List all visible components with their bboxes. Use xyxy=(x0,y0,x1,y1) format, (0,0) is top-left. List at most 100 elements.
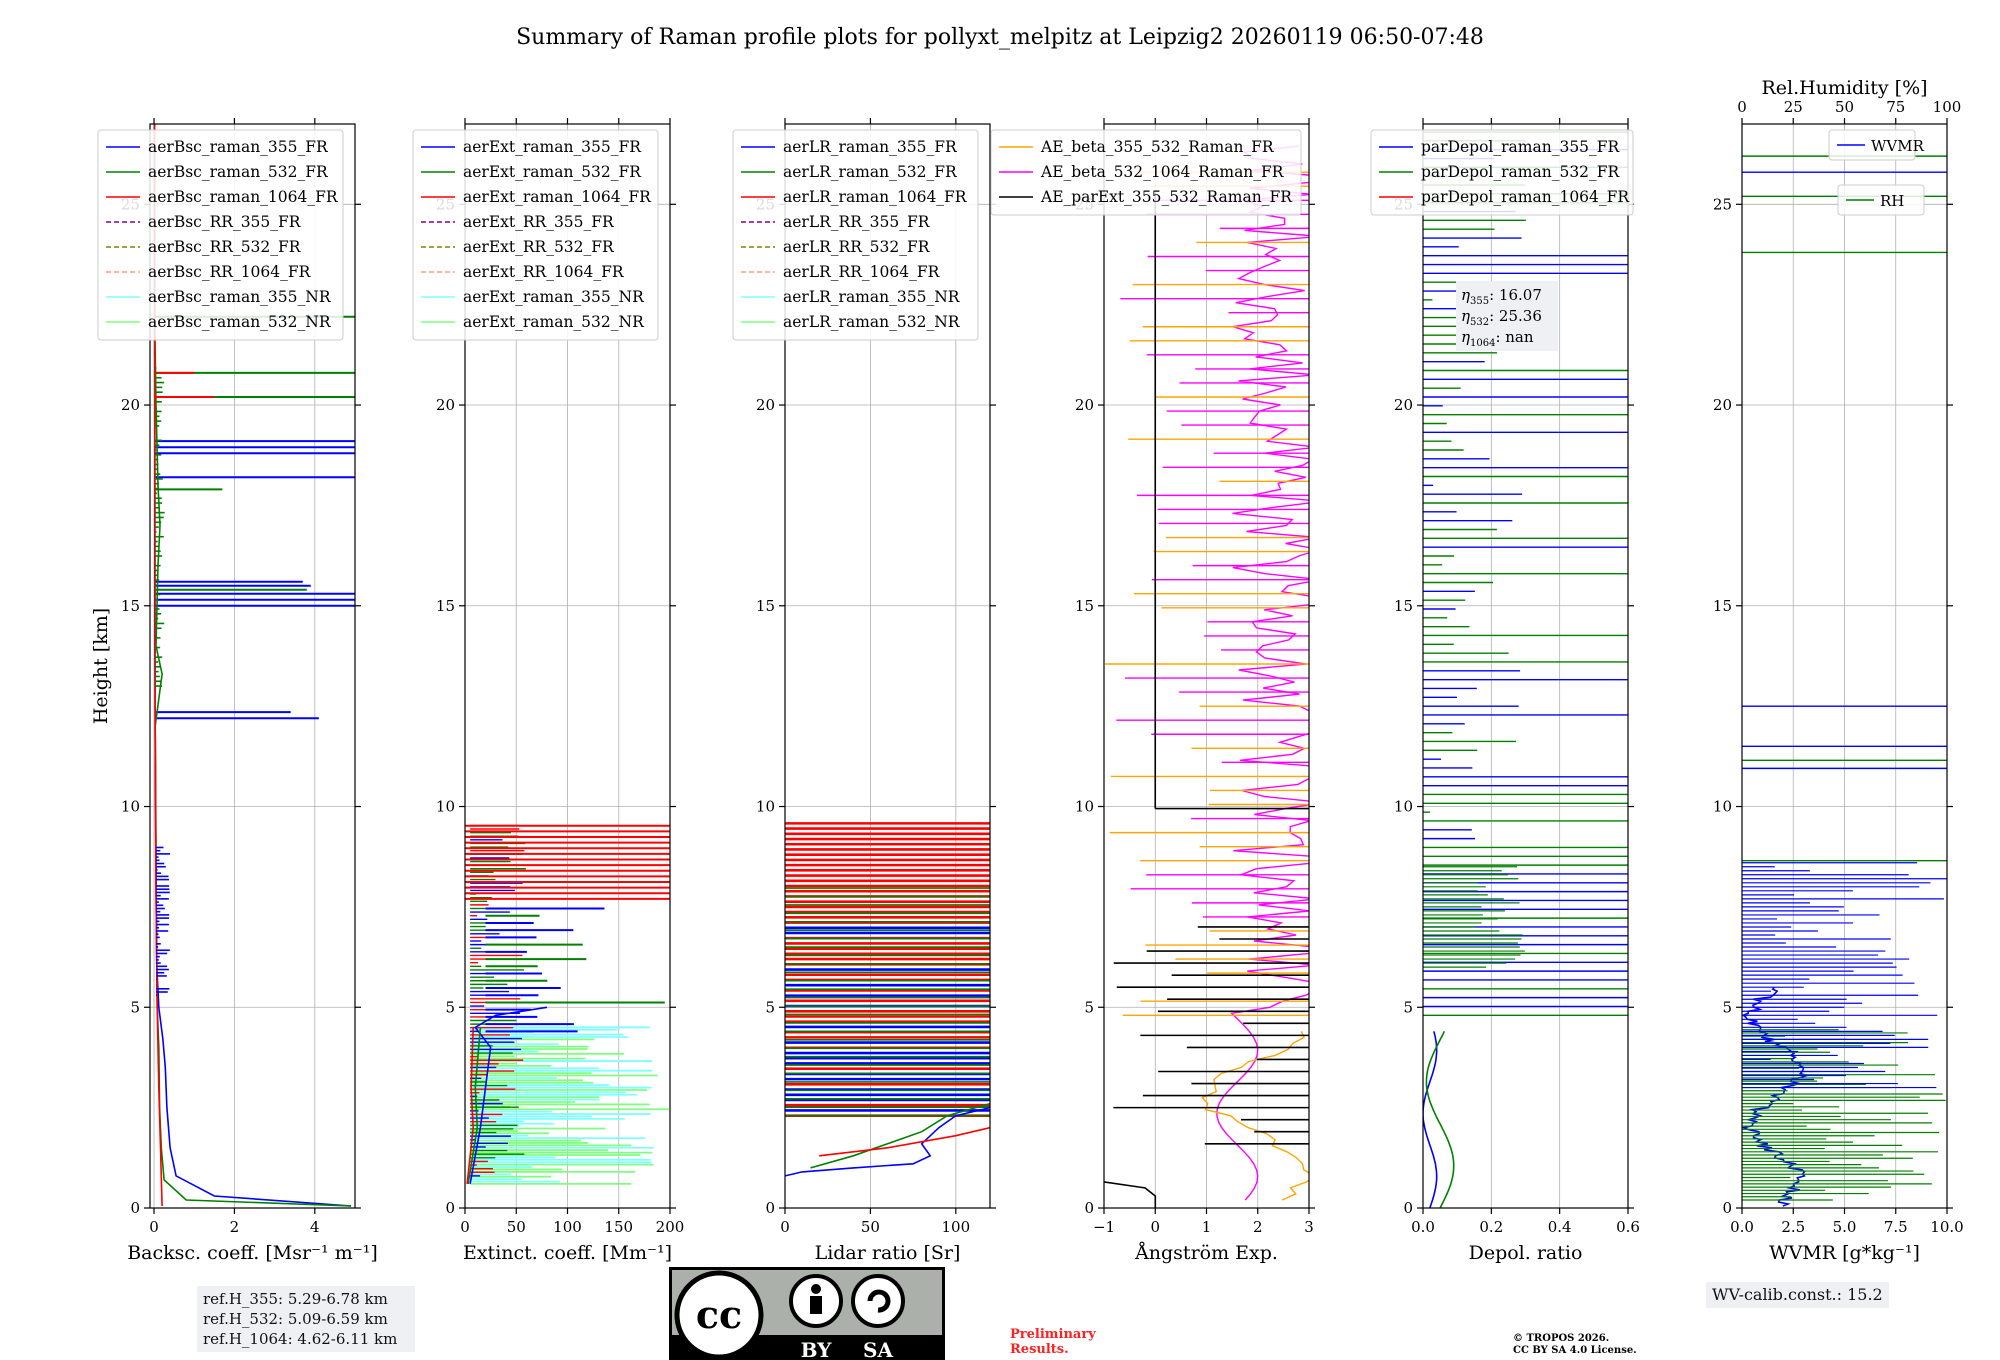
y-tick-label: 10 xyxy=(121,798,140,816)
legend-label: aerLR_raman_532_FR xyxy=(783,163,958,181)
legend-label: aerBsc_RR_532_FR xyxy=(148,238,302,256)
legend-label: aerExt_RR_355_FR xyxy=(463,213,615,231)
ref-height-355: ref.H_355: 5.29-6.78 km xyxy=(203,1290,388,1308)
x-tick-label: 50 xyxy=(507,1218,526,1236)
legend-label: aerBsc_raman_532_FR xyxy=(148,163,329,181)
legend-lidar_ratio: aerLR_raman_355_FR aerLR_raman_532_FR aerL… xyxy=(732,129,979,341)
x-tick-label: 10.0 xyxy=(1930,1218,1963,1236)
legend-label: aerBsc_raman_355_FR xyxy=(148,138,329,156)
x-tick-label: 2.5 xyxy=(1781,1218,1805,1236)
x-tick-label: 5.0 xyxy=(1833,1218,1857,1236)
x-tick-label: 4 xyxy=(310,1218,320,1236)
plot-area-angstrom xyxy=(1104,124,1309,1208)
legend-label: AE_beta_532_1064_Raman_FR xyxy=(1040,163,1285,181)
depol-profile-355 xyxy=(1423,1031,1438,1208)
x-tick-label: 0 xyxy=(1150,1218,1160,1236)
legend-label: WVMR xyxy=(1871,137,1925,155)
y-tick-label: 5 xyxy=(1403,998,1413,1016)
ext-profile-1064 xyxy=(466,1027,475,1184)
preliminary-note: Preliminary Results. xyxy=(1010,1327,1096,1357)
y-tick-label: 20 xyxy=(121,396,140,414)
y-tick-label: 15 xyxy=(1713,597,1732,615)
legend-label: aerLR_raman_1064_FR xyxy=(783,188,968,206)
profile-panels: 0240510152025Backsc. coeff. [Msr⁻¹ m⁻¹]H… xyxy=(90,77,1964,1264)
cc-by-sa-logo: cc BY SA xyxy=(669,1267,945,1360)
panel-water_vapor: 0.0 2.5 5.0 7.5 10.0 0 5 10 15 20 25 WVMR [g*kg⁻¹] 0… xyxy=(1713,77,1964,1264)
panel-depolarization: 0.00.20.40.60510152025Depol. ratioparDep… xyxy=(1370,118,1640,1264)
x-tick-label: 0.4 xyxy=(1548,1218,1572,1236)
y-tick-label: 10 xyxy=(1075,798,1094,816)
legend-label: aerLR_RR_532_FR xyxy=(783,238,931,256)
x2-tick-label: 50 xyxy=(1835,98,1854,116)
y-tick-label: 20 xyxy=(436,396,455,414)
x-tick-label: 1 xyxy=(1202,1218,1212,1236)
x-tick-label: −1 xyxy=(1093,1218,1115,1236)
y-tick-label: 0 xyxy=(765,1199,775,1217)
depol-profile-532 xyxy=(1425,1030,1455,1208)
x-tick-label: 2 xyxy=(1253,1218,1263,1236)
axes-frame xyxy=(1422,123,1629,1209)
legend-backscatter: aerBsc_raman_355_FR aerBsc_raman_532_FRae… xyxy=(97,129,344,341)
legend-label: aerExt_raman_355_FR xyxy=(463,138,642,156)
ref-height-1064: ref.H_1064: 4.62-6.11 km xyxy=(203,1330,398,1348)
x-tick-label: 2 xyxy=(230,1218,240,1236)
x2-tick-label: 75 xyxy=(1886,98,1905,116)
figure-title: Summary of Raman profile plots for polly… xyxy=(516,25,1484,50)
wv-calibration-constant: WV-calib.const.: 15.2 xyxy=(1712,1285,1883,1304)
legend-box xyxy=(97,129,344,341)
legend-label: aerExt_raman_355_NR xyxy=(463,288,645,306)
lr-profile-355 xyxy=(785,1106,990,1177)
y-tick-label: 25 xyxy=(1713,195,1732,213)
x-tick-label: 100 xyxy=(553,1218,582,1236)
ref-height-532: ref.H_532: 5.09-6.59 km xyxy=(203,1310,388,1328)
eta-value-1064: η1064: nan xyxy=(1461,328,1534,349)
ae-532-1064-profile xyxy=(1216,145,1309,1201)
y-tick-label: 15 xyxy=(436,597,455,615)
ext-profile-355 xyxy=(469,1006,548,1185)
lr-profile-1064 xyxy=(819,1126,990,1157)
y-tick-label: 10 xyxy=(436,798,455,816)
legend-label: aerLR_raman_532_NR xyxy=(783,313,961,331)
legend-WVMR: WVMR xyxy=(1828,129,1925,161)
legend-label: parDepol_raman_1064_FR xyxy=(1421,188,1630,206)
legend-extinction: aerExt_raman_355_FR aerExt_raman_532_FRae… xyxy=(412,129,659,341)
x-axis-label: Lidar ratio [Sr] xyxy=(815,1242,961,1264)
panel-angstrom: −101230510152025Ångström Exp.AE_beta_355… xyxy=(990,118,1315,1264)
x2-axis-label: Rel.Humidity [%] xyxy=(1761,77,1927,99)
y-tick-label: 15 xyxy=(1394,597,1413,615)
axes-frame xyxy=(784,123,991,1209)
legend-label: aerBsc_raman_1064_FR xyxy=(148,188,339,206)
legend-label: aerBsc_raman_532_NR xyxy=(148,313,332,331)
legend-label: aerLR_RR_355_FR xyxy=(783,213,931,231)
lr-profile-532 xyxy=(810,1102,990,1169)
y-tick-label: 20 xyxy=(756,396,775,414)
eta-box-bg xyxy=(1456,281,1558,351)
copyright-note: © TROPOS 2026. CC BY SA 4.0 License. xyxy=(1513,1333,1637,1357)
legend-box xyxy=(1828,129,1916,161)
y-tick-label: 0 xyxy=(1403,1199,1413,1217)
legend-label: aerExt_raman_532_FR xyxy=(463,163,642,181)
legend-angstrom: AE_beta_355_532_Raman_FR AE_beta_532_1064… xyxy=(990,129,1302,216)
y-tick-label: 15 xyxy=(1075,597,1094,615)
x-axis-label: Depol. ratio xyxy=(1469,1242,1583,1264)
legend-depolarization: parDepol_raman_355_FR parDepol_raman_532_… xyxy=(1370,129,1634,216)
cc-text: cc xyxy=(696,1292,742,1337)
eta-value-532: η532: 25.36 xyxy=(1461,307,1542,328)
x-axis-label: Backsc. coeff. [Msr⁻¹ m⁻¹] xyxy=(127,1242,378,1264)
y-tick-label: 5 xyxy=(765,998,775,1016)
legend-label: aerExt_RR_532_FR xyxy=(463,238,615,256)
y-tick-label: 5 xyxy=(445,998,455,1016)
plot-area-backscatter xyxy=(150,124,355,1208)
x-tick-label: 0.0 xyxy=(1730,1218,1754,1236)
y-tick-label: 0 xyxy=(1084,1199,1094,1217)
x-axis-label: WVMR [g*kg⁻¹] xyxy=(1769,1242,1920,1264)
y-tick-label: 5 xyxy=(130,998,140,1016)
legend-label: aerBsc_RR_1064_FR xyxy=(148,263,312,281)
legend-label: aerLR_raman_355_NR xyxy=(783,288,961,306)
x-tick-label: 0 xyxy=(149,1218,159,1236)
legend-box xyxy=(412,129,659,341)
legend-label: aerExt_raman_1064_FR xyxy=(463,188,652,206)
legend-box xyxy=(1837,184,1925,216)
